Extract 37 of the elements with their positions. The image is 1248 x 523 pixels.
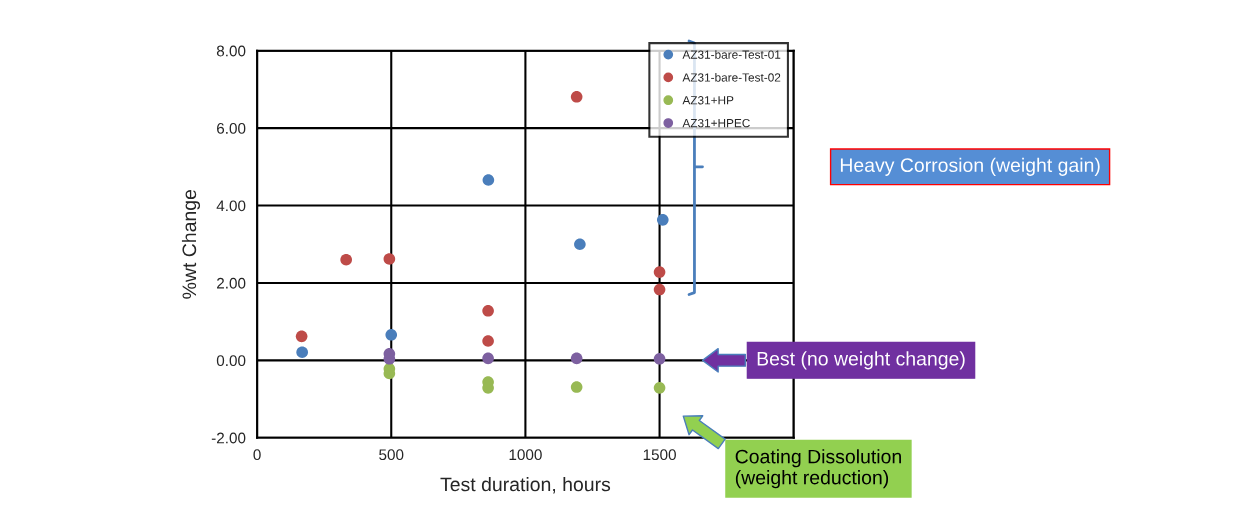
point: [653, 283, 666, 296]
point: [574, 238, 586, 251]
legend-label: AZ31-bare-Test-01: [682, 50, 781, 59]
point: [482, 335, 494, 347]
point: [653, 266, 666, 278]
legend-label: AZ31+HP: [682, 96, 734, 105]
point: [656, 214, 669, 226]
point: [340, 253, 352, 266]
text: Coating Dissolution (weight reduction): [735, 449, 901, 489]
point: [295, 330, 308, 343]
x-tick-label: 0: [253, 449, 261, 461]
annotation: Best (no weight change): [757, 351, 965, 370]
text: Heavy Corrosion (weight gain): [840, 157, 1100, 176]
x-tick-label: 1000: [509, 449, 542, 461]
y-tick-label: 4.00: [216, 200, 246, 212]
y-tick-label: -2.00: [211, 432, 246, 444]
point: [385, 328, 398, 341]
y-tick-label: 2.00: [217, 277, 246, 289]
y-axis-title: %wt Change: [181, 189, 201, 299]
point: [482, 352, 494, 365]
point: [570, 352, 583, 365]
point: [482, 305, 494, 317]
point: [296, 346, 308, 359]
point: [653, 352, 666, 365]
point: [570, 381, 583, 393]
point: [482, 174, 495, 186]
point: [383, 253, 396, 265]
x-tick-label: 500: [379, 449, 404, 461]
y-tick-label: 8.00: [216, 45, 246, 57]
point: [570, 90, 583, 103]
x-tick-label: 1500: [643, 449, 676, 461]
y-tick-label: 6.00: [217, 123, 246, 134]
x-axis-title: Test duration, hours: [440, 476, 611, 494]
legend-label: AZ31-bare-Test-02: [682, 72, 781, 82]
y-tick-label: 0.00: [216, 355, 246, 367]
point: [653, 382, 666, 394]
legend-label: AZ31+HPEC: [682, 118, 750, 128]
